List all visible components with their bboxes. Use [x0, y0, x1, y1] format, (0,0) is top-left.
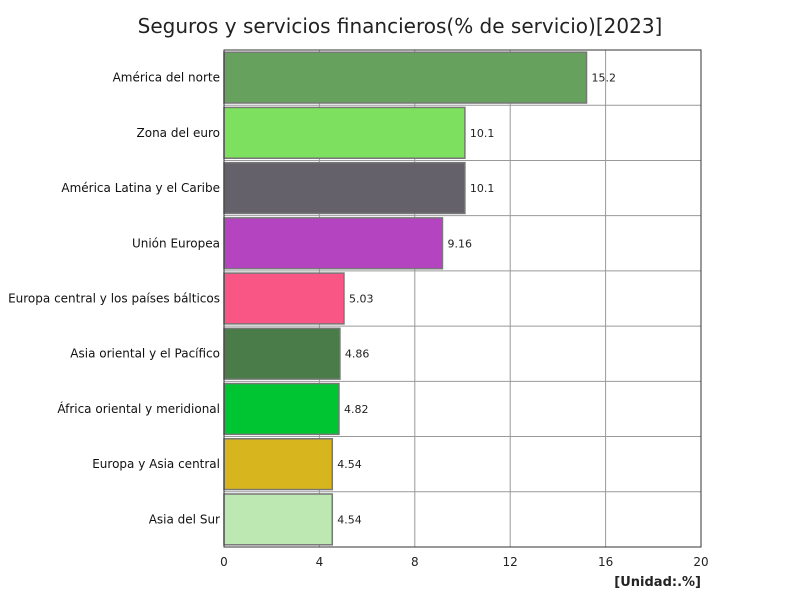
category-label: África oriental y meridional [57, 401, 220, 416]
x-tick-label: 16 [598, 555, 613, 569]
value-label: 4.54 [337, 513, 362, 526]
bar [223, 161, 466, 215]
category-label: Europa central y los países bálticos [8, 292, 220, 306]
category-label: Asia del Sur [149, 512, 220, 526]
x-tick-label: 20 [693, 555, 708, 569]
bar [223, 493, 334, 546]
value-label: 4.54 [337, 458, 362, 471]
x-tick-label: 12 [503, 555, 518, 569]
category-label: Asia oriental y el Pacífico [70, 347, 220, 361]
x-tick-label: 4 [316, 555, 324, 569]
x-tick-label: 0 [220, 555, 228, 569]
bar [223, 327, 341, 380]
chart-title: Seguros y servicios financieros(% de ser… [137, 14, 663, 38]
bar [223, 438, 334, 491]
bar [223, 382, 340, 436]
category-label: América del norte [113, 71, 220, 85]
category-label: Europa y Asia central [92, 457, 220, 471]
category-label: Unión Europea [132, 236, 220, 250]
category-label: América Latina y el Caribe [61, 181, 220, 195]
value-label: 10.1 [470, 182, 495, 195]
bar [223, 272, 345, 325]
value-label: 4.86 [345, 348, 370, 361]
unit-label: [Unidad:.%] [614, 575, 701, 590]
value-label: 9.16 [447, 237, 472, 250]
labels: 0 4 8 12 16 20 América del norte 15.2 Zona del e… [8, 71, 709, 569]
bar [223, 217, 444, 270]
bars [223, 51, 588, 546]
plot-frame [223, 49, 702, 548]
category-label: Zona del euro [137, 126, 220, 140]
value-label: 10.1 [470, 127, 495, 140]
bar [223, 51, 588, 104]
value-label: 15.2 [592, 72, 617, 85]
value-label: 4.82 [344, 403, 369, 416]
value-label: 5.03 [349, 293, 374, 306]
bar [223, 106, 466, 159]
x-tick-label: 8 [411, 555, 419, 569]
